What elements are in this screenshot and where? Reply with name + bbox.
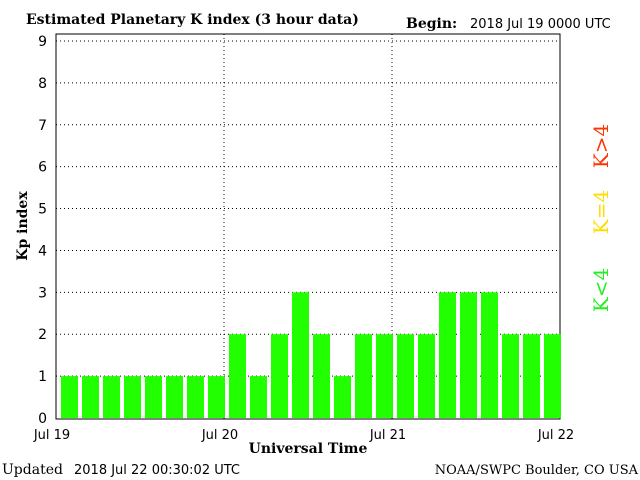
y-tick-label: 3 bbox=[38, 285, 47, 301]
kp-bar bbox=[439, 292, 456, 418]
y-tick-label: 2 bbox=[38, 327, 47, 343]
kp-bar bbox=[250, 376, 267, 418]
kp-bar bbox=[166, 376, 183, 418]
y-tick-label: 4 bbox=[38, 243, 47, 259]
kp-bar bbox=[418, 334, 435, 418]
kp-bar bbox=[292, 292, 309, 418]
updated-value: 2018 Jul 22 00:30:02 UTC bbox=[74, 463, 240, 478]
begin-label: Begin: bbox=[406, 16, 457, 32]
kp-bar bbox=[82, 376, 99, 418]
x-axis-ticks: Jul 19 Jul 20 Jul 21 Jul 22 bbox=[33, 428, 574, 443]
y-axis-ticks: 0 1 2 3 4 5 6 7 8 9 bbox=[38, 34, 47, 427]
x-tick-label: Jul 21 bbox=[369, 428, 406, 443]
legend-k-equal-4: K=4 bbox=[589, 190, 613, 234]
kp-bar bbox=[481, 292, 498, 418]
kp-bar bbox=[124, 376, 141, 418]
source-credit: NOAA/SWPC Boulder, CO USA bbox=[435, 463, 639, 478]
x-axis-label: Universal Time bbox=[249, 441, 368, 457]
y-tick-label: 6 bbox=[38, 160, 47, 176]
kp-bar bbox=[208, 376, 225, 418]
kp-bar bbox=[544, 334, 561, 418]
kp-bar bbox=[103, 376, 120, 418]
updated-label: Updated bbox=[2, 462, 63, 478]
bars-group bbox=[61, 292, 561, 418]
y-axis-label: Kp index bbox=[15, 191, 31, 261]
kp-bar bbox=[397, 334, 414, 418]
kp-bar bbox=[502, 334, 519, 418]
legend-k-greater-4: K>4 bbox=[589, 124, 613, 168]
y-tick-label: 0 bbox=[38, 411, 47, 427]
kp-bar bbox=[229, 334, 246, 418]
y-tick-label: 7 bbox=[38, 118, 47, 134]
kp-bar bbox=[145, 376, 162, 418]
y-tick-label: 1 bbox=[38, 369, 47, 385]
kp-bar bbox=[271, 334, 288, 418]
kp-bar bbox=[376, 334, 393, 418]
y-tick-label: 8 bbox=[38, 76, 47, 92]
x-tick-label: Jul 20 bbox=[201, 428, 238, 443]
kp-bar bbox=[523, 334, 540, 418]
x-tick-label: Jul 22 bbox=[537, 428, 574, 443]
y-tick-label: 9 bbox=[38, 34, 47, 50]
x-tick-label: Jul 19 bbox=[33, 428, 70, 443]
kp-bar bbox=[355, 334, 372, 418]
chart-title: Estimated Planetary K index (3 hour data… bbox=[26, 12, 359, 28]
kp-bar bbox=[61, 376, 78, 418]
y-tick-label: 5 bbox=[38, 202, 47, 218]
legend-k-less-4: K<4 bbox=[589, 268, 613, 312]
kp-bar bbox=[334, 376, 351, 418]
kp-bar bbox=[460, 292, 477, 418]
kp-bar bbox=[187, 376, 204, 418]
kp-bar bbox=[313, 334, 330, 418]
begin-value: 2018 Jul 19 0000 UTC bbox=[470, 17, 611, 32]
